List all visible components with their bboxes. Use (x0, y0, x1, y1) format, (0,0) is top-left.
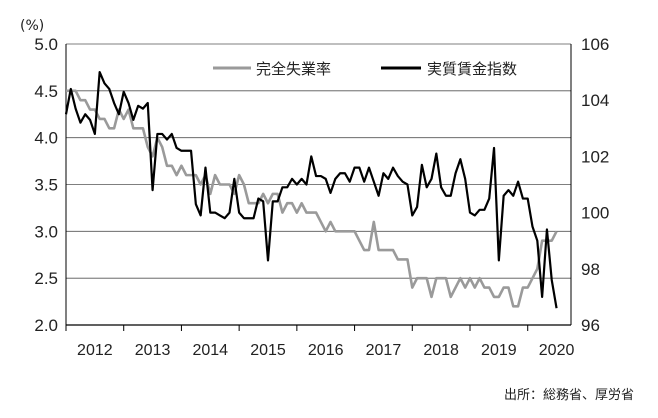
legend-label-wage-index: 実質賃金指数 (427, 60, 517, 78)
right-tick-label: 100 (581, 204, 609, 223)
x-tick-label: 2015 (250, 342, 286, 359)
x-tick-label: 2017 (366, 342, 402, 359)
legend-label-unemployment: 完全失業率 (256, 60, 331, 78)
left-axis-unit: (%) (20, 18, 44, 34)
left-tick-label: 2.5 (34, 269, 58, 288)
right-tick-label: 96 (581, 316, 600, 335)
legend: 完全失業率 実質賃金指数 (213, 60, 517, 78)
left-tick-label: 5.0 (34, 35, 58, 54)
left-axis-ticks: 2.0 2.5 3.0 3.5 4.0 4.5 5.0 (34, 35, 58, 335)
right-axis-ticks: 96 98 100 102 104 106 (581, 35, 609, 335)
left-tick-label: 4.0 (34, 129, 58, 148)
right-tick-label: 106 (581, 35, 609, 54)
x-tick-label: 2012 (77, 342, 113, 359)
x-tick-label: 2020 (539, 342, 575, 359)
series-line-unemployment (66, 89, 558, 308)
series-line-wage-index (64, 70, 558, 309)
gridlines (65, 43, 572, 326)
source-note: 出所：総務省、厚労省 (504, 388, 634, 403)
right-tick-label: 98 (581, 260, 600, 279)
left-tick-label: 3.0 (34, 222, 58, 241)
x-tick-label: 2018 (423, 342, 459, 359)
left-tick-label: 3.5 (34, 176, 58, 195)
x-tick-label: 2019 (481, 342, 517, 359)
x-tick-label: 2013 (135, 342, 171, 359)
right-tick-label: 102 (581, 147, 609, 166)
x-tick-label: 2016 (308, 342, 344, 359)
left-tick-label: 2.0 (34, 316, 58, 335)
x-axis-ticks: 2012 2013 2014 2015 2016 2017 2018 2019 2020 (65, 325, 575, 359)
x-tick-label: 2014 (192, 342, 228, 359)
right-tick-label: 104 (581, 91, 609, 110)
left-tick-label: 4.5 (34, 82, 58, 101)
